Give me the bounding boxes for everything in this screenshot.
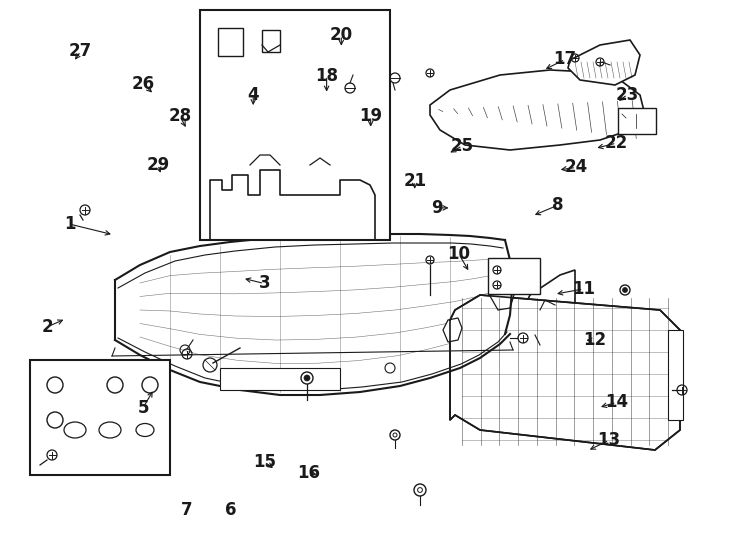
Circle shape: [304, 375, 310, 381]
Text: 6: 6: [225, 501, 237, 519]
Bar: [262, 30, 280, 52]
Text: 19: 19: [359, 107, 382, 125]
Text: 11: 11: [572, 280, 595, 298]
Bar: [618, 108, 656, 134]
Text: 18: 18: [315, 66, 338, 85]
Text: 2: 2: [42, 318, 54, 336]
Text: 22: 22: [605, 134, 628, 152]
Bar: [30, 360, 170, 475]
Bar: [668, 330, 683, 420]
Bar: [220, 368, 340, 390]
Polygon shape: [430, 70, 645, 150]
Text: 12: 12: [583, 331, 606, 349]
Text: 29: 29: [146, 156, 170, 174]
Text: 14: 14: [605, 393, 628, 411]
Text: 26: 26: [131, 75, 155, 93]
Text: 5: 5: [137, 399, 149, 417]
Text: 17: 17: [553, 50, 577, 69]
Text: 23: 23: [616, 85, 639, 104]
Polygon shape: [490, 283, 514, 310]
Text: 25: 25: [451, 137, 474, 155]
Text: 16: 16: [297, 463, 320, 482]
Text: 15: 15: [252, 453, 276, 471]
Text: 1: 1: [64, 215, 76, 233]
Polygon shape: [568, 40, 640, 85]
Polygon shape: [443, 318, 462, 342]
Text: 10: 10: [447, 245, 470, 263]
Text: 20: 20: [330, 26, 353, 44]
Text: 28: 28: [168, 107, 192, 125]
Polygon shape: [450, 295, 680, 450]
Text: 13: 13: [597, 431, 621, 449]
Bar: [218, 28, 243, 56]
Text: 3: 3: [258, 274, 270, 293]
Text: 21: 21: [403, 172, 426, 190]
Text: 4: 4: [247, 85, 259, 104]
Bar: [200, 10, 390, 240]
Text: 27: 27: [69, 42, 92, 60]
Text: 9: 9: [431, 199, 443, 217]
Text: 8: 8: [552, 196, 564, 214]
Bar: [488, 258, 540, 294]
Polygon shape: [525, 270, 575, 355]
Text: 24: 24: [564, 158, 588, 177]
Text: 7: 7: [181, 501, 193, 519]
Circle shape: [622, 287, 628, 293]
